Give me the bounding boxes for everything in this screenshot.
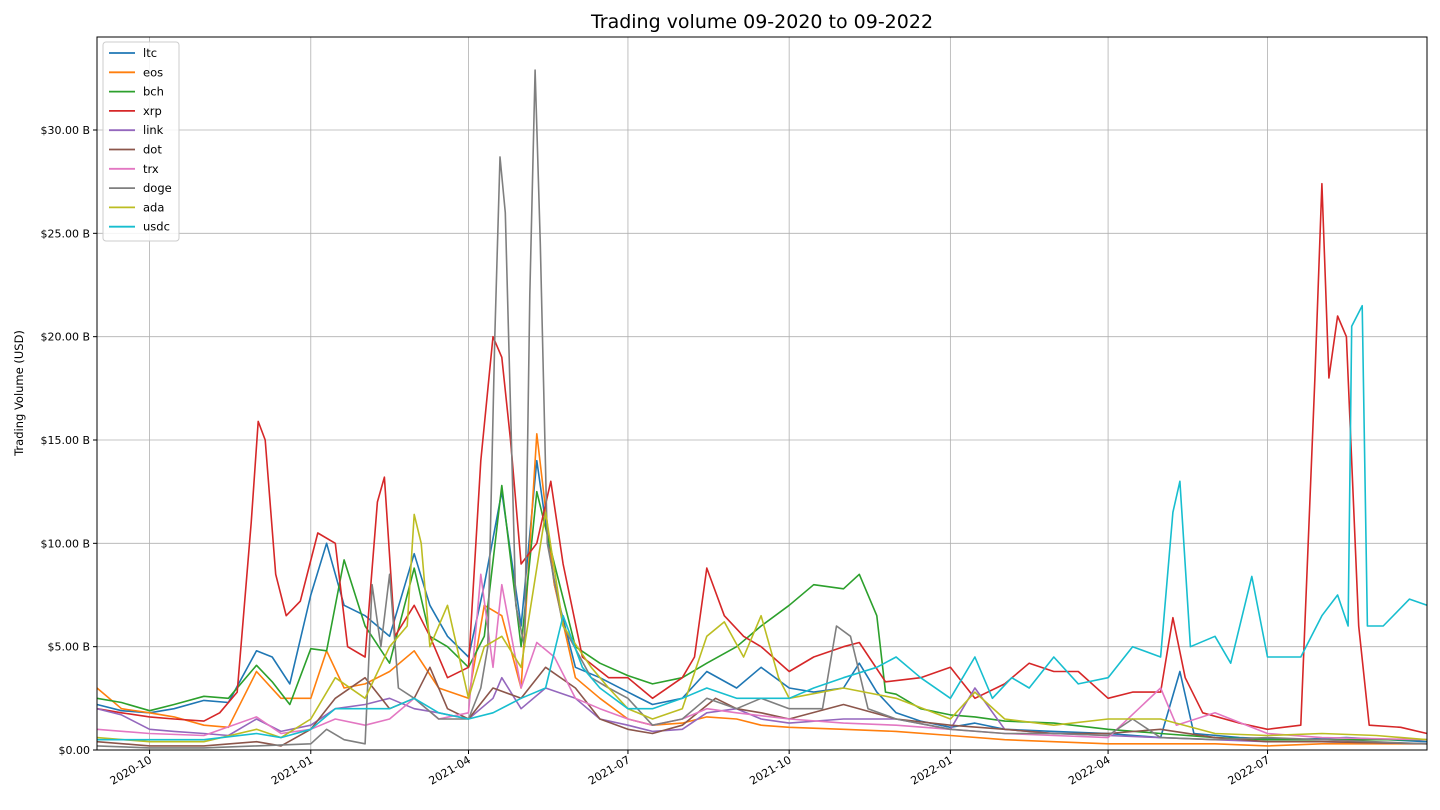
x-tick-label: 2022-04 — [1066, 753, 1112, 787]
legend-label-doge: doge — [143, 181, 172, 195]
series-line-xrp — [96, 182, 1428, 735]
series-line-usdc — [97, 304, 1428, 741]
chart-title: Trading volume 09-2020 to 09-2022 — [590, 11, 933, 33]
y-axis: $0.00 $5.00 B $10.00 B $15.00 B $20.00 B $25.… — [40, 124, 97, 757]
y-tick-label: $10.00 B — [40, 537, 90, 550]
x-tick-label: 2021-10 — [747, 753, 793, 787]
x-tick-label: 2021-01 — [269, 753, 315, 787]
series-line-bch — [96, 484, 1427, 741]
y-tick-label: $30.00 B — [40, 124, 90, 137]
series-line-ltc — [96, 459, 1428, 743]
x-tick-label: 2022-07 — [1226, 753, 1272, 787]
legend-label-eos: eos — [143, 65, 163, 79]
x-axis: 2020-10 2021-01 2021-04 2021-07 2021-10 2022-… — [108, 750, 1272, 788]
x-tick-label: 2021-04 — [427, 753, 473, 787]
y-tick-label: $0.00 — [59, 744, 91, 757]
legend-label-dot: dot — [143, 143, 162, 157]
y-tick-label: $15.00 B — [40, 434, 90, 447]
x-tick-label: 2022-01 — [909, 753, 955, 787]
x-tick-label: 2020-10 — [108, 753, 154, 787]
legend-label-ada: ada — [143, 200, 164, 214]
y-tick-label: $20.00 B — [40, 331, 90, 344]
plot-frame — [96, 36, 1428, 751]
series-line-ada — [96, 511, 1428, 743]
legend-label-usdc: usdc — [143, 220, 170, 234]
legend: ltc eos bch xrp link dot trx doge ada usdc — [102, 41, 180, 242]
plot-series — [96, 69, 1428, 749]
y-axis-label: Trading Volume (USD) — [12, 330, 26, 457]
series-line-doge — [96, 69, 1428, 749]
legend-label-xrp: xrp — [143, 104, 162, 118]
legend-label-ltc: ltc — [143, 46, 157, 60]
grid — [97, 37, 1427, 751]
legend-label-link: link — [143, 123, 164, 137]
y-tick-label: $5.00 B — [47, 641, 90, 654]
legend-label-bch: bch — [143, 85, 164, 99]
y-tick-label: $25.00 B — [40, 227, 90, 240]
x-tick-label: 2021-07 — [586, 753, 632, 787]
legend-label-trx: trx — [143, 162, 159, 176]
series-line-trx — [96, 573, 1428, 741]
